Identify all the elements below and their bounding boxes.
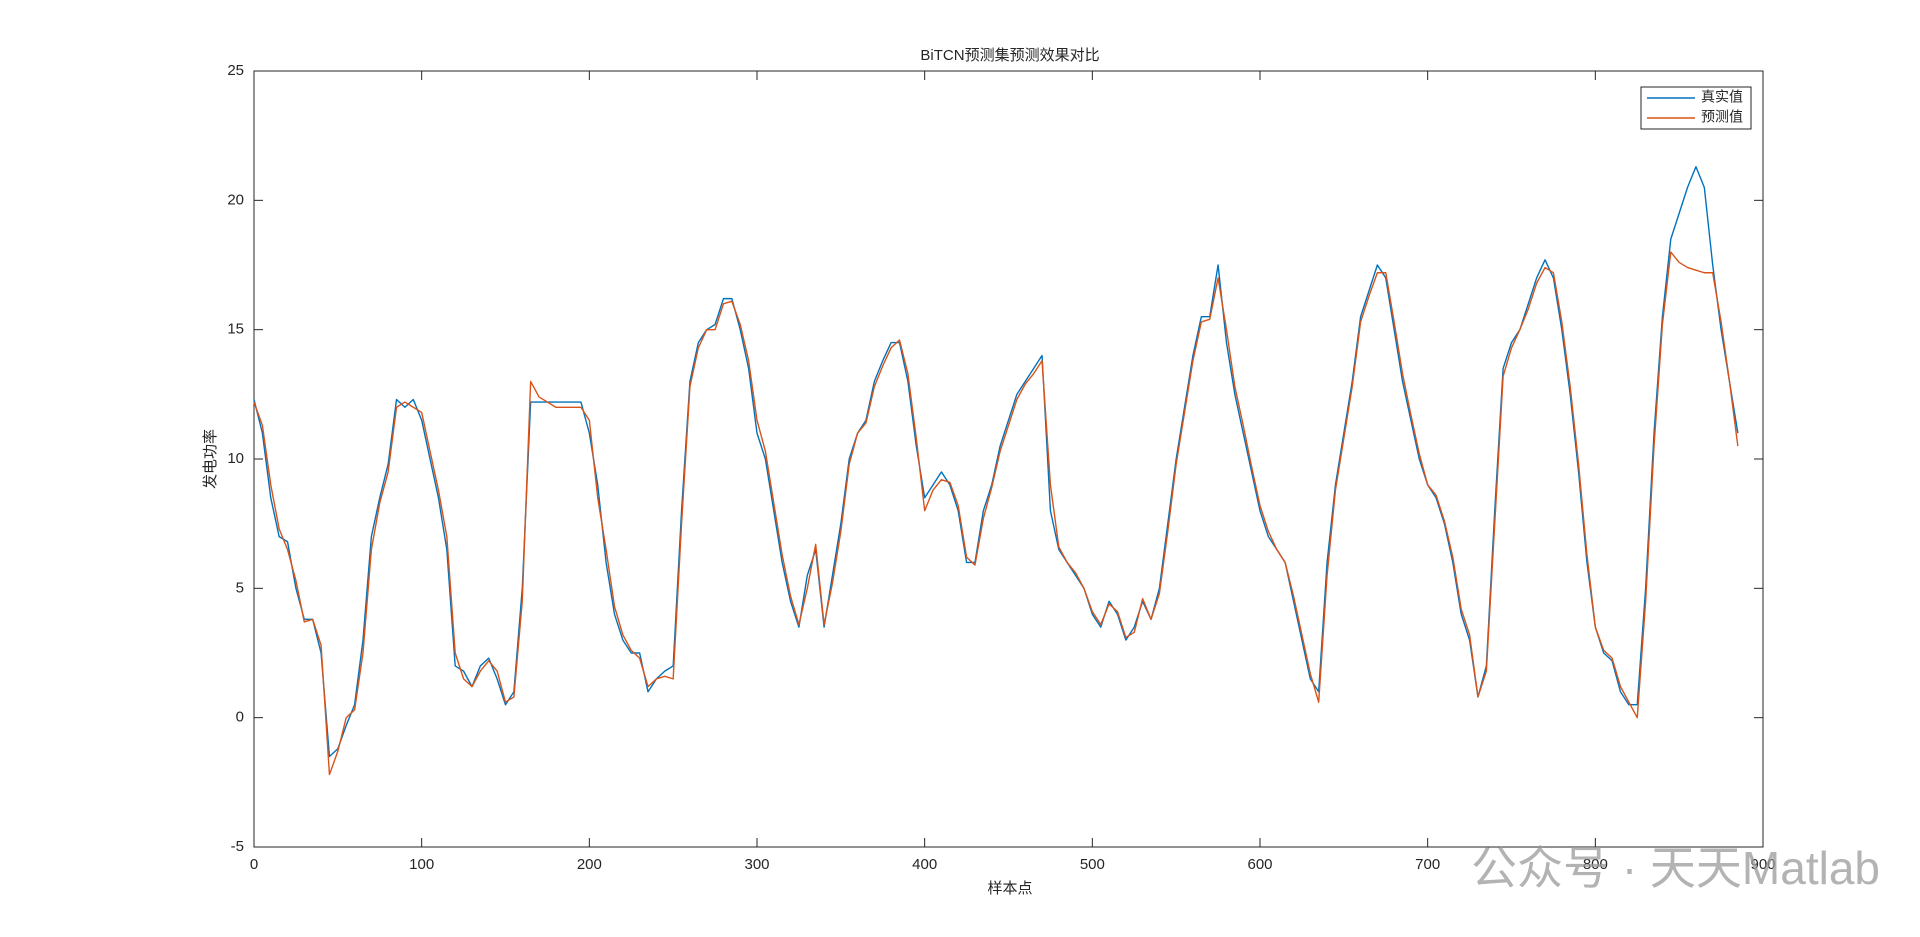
x-tick-label: 900 (1750, 856, 1775, 873)
y-tick-label: 25 (227, 62, 244, 79)
legend-label: 预测值 (1701, 109, 1743, 125)
x-tick-label: 400 (912, 856, 937, 873)
y-tick-label: 20 (227, 191, 244, 208)
y-tick-label: 10 (227, 450, 244, 467)
x-tick-label: 100 (409, 856, 434, 873)
legend-label: 真实值 (1701, 89, 1743, 105)
x-tick-label: 500 (1080, 856, 1105, 873)
chart-title: BiTCN预测集预测效果对比 (920, 47, 1099, 64)
x-tick-label: 300 (744, 856, 769, 873)
y-tick-label: 0 (236, 709, 244, 726)
y-tick-label: 5 (236, 579, 244, 596)
x-axis-label: 样本点 (987, 880, 1032, 897)
y-axis-label: 发电功率 (202, 429, 219, 489)
series-line (253, 166, 1739, 758)
x-tick-label: 600 (1247, 856, 1272, 873)
series-line (253, 251, 1739, 776)
plot-area (253, 70, 1764, 848)
legend-box (1640, 86, 1752, 130)
y-tick-label: 15 (227, 321, 244, 338)
x-tick-label: 800 (1583, 856, 1608, 873)
watermark: 公众号 · 天天Matlab (1471, 842, 1880, 894)
x-tick-label: 0 (250, 856, 258, 873)
y-tick-label: -5 (231, 838, 244, 855)
x-tick-label: 700 (1415, 856, 1440, 873)
x-tick-label: 200 (577, 856, 602, 873)
